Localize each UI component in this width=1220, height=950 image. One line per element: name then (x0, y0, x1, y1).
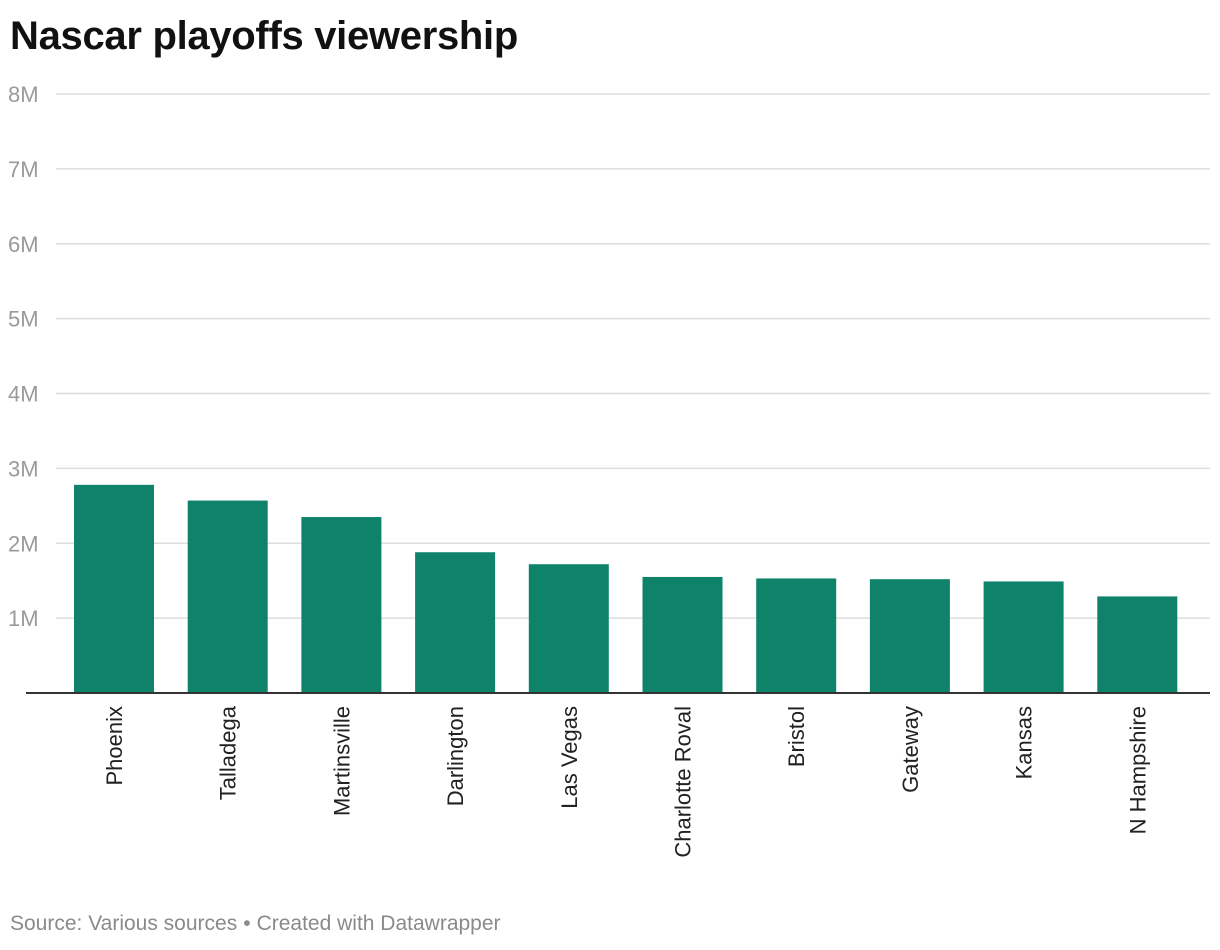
bar (869, 579, 950, 693)
bar (983, 581, 1064, 693)
x-tick-label: Kansas (1012, 706, 1037, 779)
y-tick-label: 1M (8, 606, 39, 631)
y-tick-label: 8M (8, 82, 39, 107)
credit-note: Created with Datawrapper (256, 912, 501, 935)
x-axis-labels: Phoenix Talladega Martinsville Darlington La… (102, 705, 1150, 857)
bar (642, 576, 723, 693)
y-tick-label: 4M (8, 382, 39, 407)
y-tick-label: 7M (8, 157, 39, 182)
y-tick-label: 2M (8, 531, 39, 556)
bar (415, 552, 496, 693)
y-axis-ticks: 1M 2M 3M 4M 5M 6M 7M 8M (8, 82, 39, 631)
bar (187, 500, 268, 693)
x-tick-label: Las Vegas (557, 706, 582, 809)
chart-footer: Source: Various sources • Created with Dat… (10, 911, 501, 937)
source-note: Source: Various sources (10, 912, 238, 935)
x-tick-label: Talladega (216, 705, 241, 800)
x-tick-label: Bristol (784, 706, 809, 767)
x-tick-label: Charlotte Roval (671, 706, 696, 858)
y-tick-label: 6M (8, 232, 39, 257)
x-tick-label: Gateway (898, 706, 923, 793)
x-tick-label: Phoenix (102, 706, 127, 786)
bar (756, 578, 837, 693)
bar (301, 517, 382, 693)
bar (74, 484, 154, 693)
x-tick-label: N Hampshire (1125, 706, 1150, 834)
bars (74, 484, 1178, 693)
y-tick-label: 5M (8, 307, 39, 332)
x-tick-label: Darlington (443, 706, 468, 806)
bar (1097, 596, 1178, 693)
footer-separator: • (243, 912, 251, 935)
chart-title: Nascar playoffs viewership (10, 14, 518, 58)
bar (528, 564, 609, 693)
x-tick-label: Martinsville (329, 706, 354, 816)
y-tick-label: 3M (8, 456, 39, 481)
